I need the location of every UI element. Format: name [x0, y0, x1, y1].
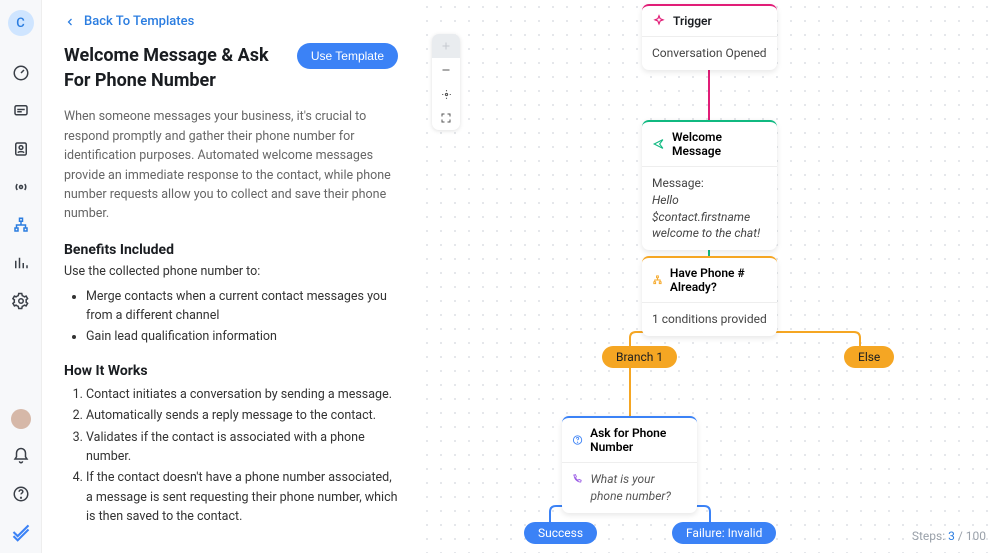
node-title: Welcome Message — [672, 130, 767, 158]
question-icon — [572, 433, 583, 447]
node-body: 1 conditions provided — [642, 303, 777, 336]
help-icon[interactable] — [10, 483, 32, 505]
benefits-list: Merge contacts when a current contact me… — [64, 287, 398, 347]
node-body: What is your phone number? — [562, 463, 697, 513]
welcome-node[interactable]: Welcome Message Message: Hello $contact.… — [642, 120, 777, 250]
success-pill[interactable]: Success — [524, 522, 597, 544]
node-body: Conversation Opened — [642, 37, 777, 70]
chevron-left-icon — [64, 16, 76, 28]
page-title: Welcome Message & Ask For Phone Number — [64, 43, 297, 93]
brand-icon — [10, 521, 32, 543]
back-link-label: Back To Templates — [84, 14, 194, 29]
list-item: If the contact doesn't have a phone numb… — [86, 468, 398, 526]
failure-pill[interactable]: Failure: Invalid — [672, 522, 776, 544]
steps-counter: Steps: 3 / 100 — [912, 529, 986, 543]
zoom-in-button[interactable] — [432, 34, 460, 58]
content-panel: Back To Templates Welcome Message & Ask … — [42, 0, 420, 553]
benefits-heading: Benefits Included — [64, 242, 398, 258]
notifications-icon[interactable] — [10, 445, 32, 467]
settings-icon[interactable] — [10, 290, 32, 312]
fullscreen-button[interactable] — [432, 106, 460, 130]
node-body: Message: Hello $contact.firstname welcom… — [642, 167, 777, 250]
user-avatar[interactable] — [11, 409, 31, 429]
node-title: Trigger — [673, 14, 712, 28]
list-item: Automatically sends a reply message to t… — [86, 406, 398, 425]
node-title: Ask for Phone Number — [590, 426, 687, 454]
template-description: When someone messages your business, it'… — [64, 107, 398, 223]
use-template-button[interactable]: Use Template — [297, 43, 398, 69]
branch-pill[interactable]: Branch 1 — [602, 346, 677, 368]
how-list: Contact initiates a conversation by send… — [64, 385, 398, 527]
else-pill[interactable]: Else — [844, 346, 894, 368]
send-icon — [652, 137, 665, 151]
inbox-icon[interactable] — [10, 100, 32, 122]
phone-icon — [572, 471, 582, 487]
zoom-out-button[interactable] — [432, 58, 460, 82]
trigger-node[interactable]: Trigger Conversation Opened — [642, 4, 777, 70]
contacts-icon[interactable] — [10, 138, 32, 160]
benefits-sub: Use the collected phone number to: — [64, 264, 398, 279]
condition-node[interactable]: Have Phone # Already? 1 conditions provi… — [642, 256, 777, 336]
sidebar: C — [0, 0, 42, 553]
list-item: Contact initiates a conversation by send… — [86, 385, 398, 404]
list-item: Gain lead qualification information — [86, 327, 398, 346]
list-item: Merge contacts when a current contact me… — [86, 287, 398, 326]
flow-canvas[interactable]: Trigger Conversation Opened Welcome Mess… — [420, 0, 1000, 553]
back-link[interactable]: Back To Templates — [64, 14, 398, 29]
zoom-fit-button[interactable] — [432, 82, 460, 106]
node-title: Have Phone # Already? — [670, 266, 767, 294]
ask-node[interactable]: Ask for Phone Number What is your phone … — [562, 416, 697, 513]
broadcast-icon[interactable] — [10, 176, 32, 198]
list-item: Validates if the contact is associated w… — [86, 428, 398, 467]
spark-icon — [652, 14, 666, 28]
branch-icon — [652, 273, 663, 287]
how-heading: How It Works — [64, 363, 398, 379]
zoom-controls — [432, 34, 460, 130]
reports-icon[interactable] — [10, 252, 32, 274]
workflows-icon[interactable] — [10, 214, 32, 236]
workspace-avatar[interactable]: C — [8, 10, 34, 36]
dashboard-icon[interactable] — [10, 62, 32, 84]
